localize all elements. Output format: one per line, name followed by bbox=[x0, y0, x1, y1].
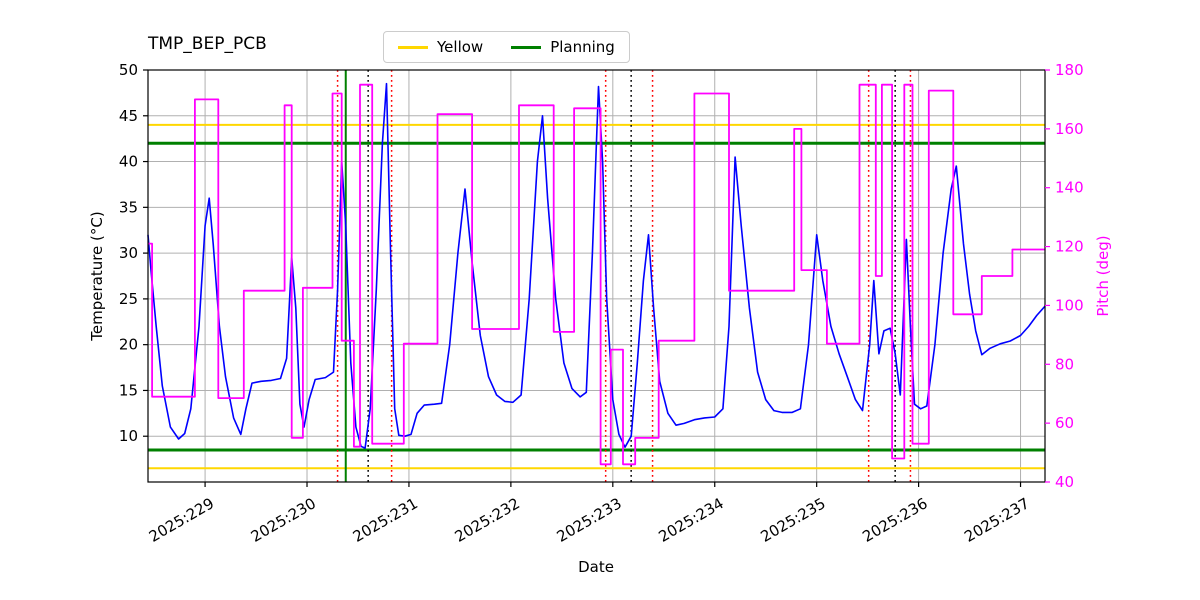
y-axis-left-ticks: 10 15 20 25 30 35 40 45 50 bbox=[119, 61, 148, 445]
x-tick-label: 2025:232 bbox=[452, 494, 523, 546]
y-tick-label-left: 35 bbox=[119, 198, 138, 216]
event-lines bbox=[336, 70, 912, 482]
y-axis-label-left: Temperature (°C) bbox=[88, 211, 106, 341]
x-tick-label: 2025:236 bbox=[859, 494, 930, 546]
pitch-series-line bbox=[148, 83, 1045, 466]
x-tick-label: 2025:229 bbox=[146, 494, 217, 546]
chart-title: TMP_BEP_PCB bbox=[148, 34, 267, 54]
legend-label-planning: Planning bbox=[550, 38, 615, 56]
y-tick-label-right: 60 bbox=[1055, 414, 1074, 432]
x-tick-label: 2025:230 bbox=[248, 494, 319, 546]
x-tick-label: 2025:237 bbox=[961, 494, 1032, 546]
y-tick-label-right: 160 bbox=[1055, 120, 1084, 138]
y-tick-label-left: 45 bbox=[119, 107, 138, 125]
x-tick-label: 2025:233 bbox=[554, 494, 625, 546]
y-tick-label-left: 10 bbox=[119, 427, 138, 445]
x-tick-label: 2025:231 bbox=[350, 494, 421, 546]
legend-label-yellow: Yellow bbox=[437, 38, 484, 56]
y-tick-label-left: 20 bbox=[119, 336, 138, 354]
y-tick-label-left: 25 bbox=[119, 290, 138, 308]
yellow-line-swatch bbox=[398, 45, 428, 49]
y-tick-label-right: 120 bbox=[1055, 238, 1084, 256]
y-tick-label-left: 30 bbox=[119, 244, 138, 262]
y-tick-label-left: 50 bbox=[119, 61, 138, 79]
y-tick-label-right: 140 bbox=[1055, 179, 1084, 197]
y-tick-label-left: 15 bbox=[119, 381, 138, 399]
x-tick-label: 2025:235 bbox=[757, 494, 828, 546]
y-tick-label-left: 40 bbox=[119, 153, 138, 171]
x-axis-ticks: 2025:229 2025:230 2025:231 2025:232 2025:233… bbox=[146, 482, 1033, 546]
plot-border bbox=[147, 69, 1046, 483]
y-tick-label-right: 100 bbox=[1055, 296, 1084, 314]
legend-item-planning: Planning bbox=[511, 38, 615, 56]
y-tick-label-right: 80 bbox=[1055, 355, 1074, 373]
x-axis-label: Date bbox=[578, 558, 614, 576]
legend-item-yellow: Yellow bbox=[398, 38, 483, 56]
x-tick-label: 2025:234 bbox=[656, 494, 727, 546]
legend: Yellow Planning bbox=[383, 31, 630, 63]
y-axis-right-ticks: 40 60 80 100 120 140 160 180 bbox=[1045, 61, 1084, 491]
planning-line-swatch bbox=[511, 45, 542, 49]
y-tick-label-right: 180 bbox=[1055, 61, 1084, 79]
y-axis-label-right: Pitch (deg) bbox=[1094, 235, 1112, 317]
y-tick-label-right: 40 bbox=[1055, 473, 1074, 491]
